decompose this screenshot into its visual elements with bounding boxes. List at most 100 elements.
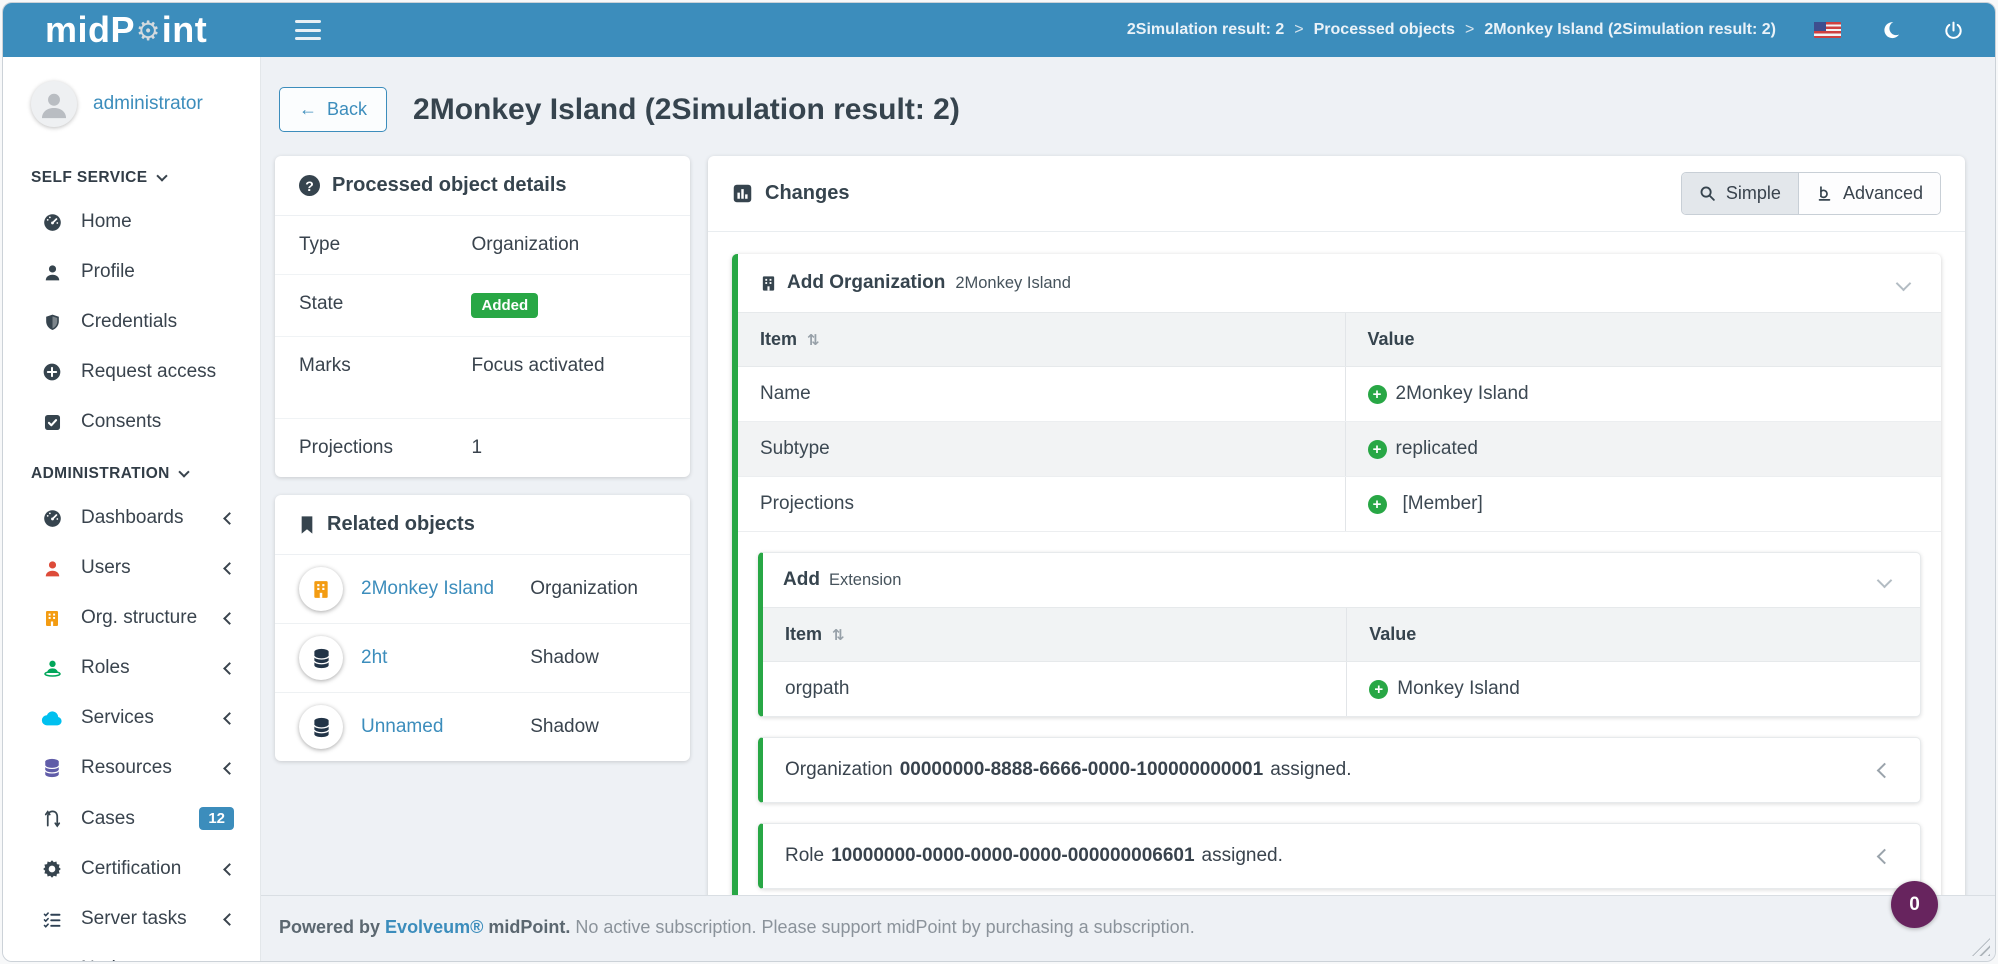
processed-object-details-card: ? Processed object details Type Organiza… [275, 156, 690, 477]
feedback-counter-badge[interactable]: 0 [1891, 881, 1938, 928]
sidebar-item-label: Request access [81, 361, 217, 382]
chevron-left-icon [223, 561, 236, 575]
expand-chevron-icon[interactable] [1876, 762, 1893, 778]
sidebar-item-nodes[interactable]: Nodes [3, 944, 260, 961]
shadow-avatar [299, 705, 343, 749]
sidebar-item-label: Users [81, 557, 131, 578]
related-object-link[interactable]: Unnamed [361, 716, 444, 737]
sidebar-item-credentials[interactable]: Credentials [3, 297, 260, 347]
user-icon [39, 559, 65, 578]
section-label: SELF SERVICE [31, 169, 148, 186]
sidebar-item-org-structure[interactable]: Org. structure [3, 593, 260, 643]
plus-circle-icon [39, 362, 65, 382]
gear-icon: ⚙ [136, 16, 161, 46]
card-header: ? Processed object details [275, 156, 690, 216]
sidebar-section-administration[interactable]: ADMINISTRATION [3, 447, 260, 493]
hamburger-menu-icon[interactable] [295, 20, 321, 40]
collapse-chevron-icon[interactable] [1876, 572, 1893, 588]
status-badge: Added [471, 293, 539, 318]
avatar [31, 81, 77, 127]
sidebar-item-consents[interactable]: Consents [3, 397, 260, 447]
sidebar-item-server-tasks[interactable]: Server tasks [3, 894, 260, 944]
change-action: Add [783, 569, 820, 590]
sidebar-item-resources[interactable]: Resources [3, 743, 260, 793]
advanced-mode-button[interactable]: Advanced [1797, 173, 1940, 214]
bar-chart-icon [732, 183, 753, 204]
sidebar-item-cases[interactable]: Cases 12 [3, 793, 260, 844]
item-column-header[interactable]: Item [760, 329, 798, 349]
added-value-icon: + [1367, 439, 1387, 459]
change-table-header: Item ⇅ Value [763, 607, 1920, 662]
sidebar-item-profile[interactable]: Profile [3, 247, 260, 297]
changes-title: Changes [765, 182, 850, 204]
detail-row-marks: Marks Focus activated [275, 337, 690, 419]
breadcrumb-separator: > [1465, 21, 1475, 38]
breadcrumb-item-current: 2Monkey Island (2Simulation result: 2) [1484, 21, 1776, 38]
cloud-icon [39, 709, 65, 727]
sidebar-item-request-access[interactable]: Request access [3, 347, 260, 397]
view-mode-toggle: Simple Advanced [1680, 172, 1941, 215]
change-row: Projections + [Member] [738, 477, 1941, 532]
sidebar: administrator SELF SERVICE Home Profile … [3, 57, 261, 961]
footer-product: midPoint. [488, 917, 571, 937]
sidebar-item-label: Profile [81, 261, 135, 282]
value-column-header: Value [1367, 329, 1415, 349]
role-user-icon [39, 658, 65, 678]
chevron-left-icon [223, 912, 236, 926]
building-icon [760, 274, 777, 293]
sidebar-item-home[interactable]: Home [3, 197, 260, 247]
sidebar-section-self-service[interactable]: SELF SERVICE [3, 151, 260, 197]
change-target: 2Monkey Island [955, 273, 1071, 292]
breadcrumb-item[interactable]: Processed objects [1313, 21, 1456, 38]
chevron-left-icon [223, 862, 236, 876]
related-object-type: Shadow [530, 647, 599, 668]
sort-icon[interactable]: ⇅ [807, 331, 820, 349]
user-panel[interactable]: administrator [3, 57, 260, 151]
sidebar-item-services[interactable]: Services [3, 693, 260, 743]
related-object-link[interactable]: 2ht [361, 647, 388, 668]
main-content: ← Back 2Monkey Island (2Simulation resul… [261, 57, 1995, 961]
item-column-header[interactable]: Item [785, 624, 823, 644]
value-column-header: Value [1369, 624, 1417, 644]
case-flow-icon [39, 808, 65, 829]
sort-icon[interactable]: ⇅ [832, 626, 845, 644]
bookmark-icon [299, 515, 315, 535]
arrow-left-icon: ← [299, 99, 317, 119]
sidebar-item-dashboards[interactable]: Dashboards [3, 493, 260, 543]
dark-mode-moon-icon[interactable] [1879, 18, 1903, 42]
sidebar-username[interactable]: administrator [93, 93, 203, 114]
collapse-chevron-icon[interactable] [1895, 275, 1912, 291]
midpoint-logo[interactable]: midP ⚙ int [3, 9, 261, 51]
role-assigned-box: Role 10000000-0000-0000-0000-00000000660… [758, 823, 1921, 889]
detail-row-type: Type Organization [275, 216, 690, 275]
footer: Powered by Evolveum® midPoint. No active… [261, 895, 1995, 961]
simple-mode-button[interactable]: Simple [1681, 173, 1798, 214]
task-list-icon [39, 910, 65, 929]
sidebar-item-certification[interactable]: Certification [3, 844, 260, 894]
assignment-oid: 00000000-8888-6666-0000-100000000001 [899, 759, 1264, 780]
logo-text-pre: midP [45, 9, 136, 50]
related-object-row: 2Monkey Island Organization [275, 555, 690, 624]
certificate-icon [39, 859, 65, 879]
page-title: 2Monkey Island (2Simulation result: 2) [413, 92, 960, 126]
sidebar-item-label: Nodes [81, 958, 225, 961]
change-action: Add Organization [787, 272, 946, 293]
breadcrumb-item[interactable]: 2Simulation result: 2 [1126, 21, 1285, 38]
change-table-header: Item ⇅ Value [738, 312, 1941, 367]
detail-row-projections: Projections 1 [299, 437, 483, 458]
evolveum-link[interactable]: Evolveum® [385, 917, 484, 937]
expand-chevron-icon[interactable] [1876, 848, 1893, 864]
logout-power-icon[interactable] [1941, 18, 1965, 42]
locale-flag-icon[interactable] [1814, 22, 1841, 38]
sidebar-item-users[interactable]: Users [3, 543, 260, 593]
breadcrumb: 2Simulation result: 2 > Processed object… [1127, 21, 1776, 39]
back-button[interactable]: ← Back [279, 87, 388, 132]
sidebar-item-label: Cases [81, 807, 135, 829]
server-icon [39, 960, 65, 961]
sidebar-item-roles[interactable]: Roles [3, 643, 260, 693]
sidebar-item-label: Roles [81, 657, 130, 678]
related-object-row: 2ht Shadow [275, 624, 690, 693]
related-object-link[interactable]: 2Monkey Island [361, 578, 495, 599]
sidebar-item-label: Dashboards [81, 507, 184, 528]
